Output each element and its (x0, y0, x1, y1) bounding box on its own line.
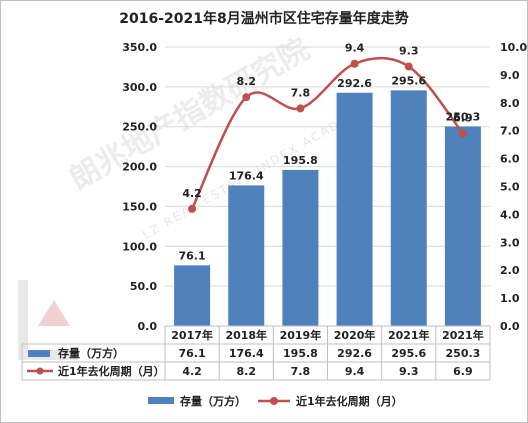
x-axis-tick-label: 2021年 (442, 328, 484, 342)
bar (174, 265, 211, 326)
bar-data-label: 195.8 (283, 154, 318, 167)
line-point (188, 204, 197, 213)
bar (282, 169, 319, 326)
right-axis-tick-label: 9.0 (500, 69, 520, 82)
right-axis-tick-label: 1.0 (500, 292, 520, 305)
table-key-marker-icon (36, 367, 44, 375)
bar (444, 126, 481, 326)
bar-data-label: 292.6 (337, 77, 372, 90)
bar-data-label: 250.3 (446, 110, 481, 123)
table-cell: 295.6 (391, 347, 426, 360)
line-data-label: 9.3 (399, 45, 419, 58)
left-axis-tick-label: 0.0 (138, 320, 158, 333)
left-axis-tick-label: 250.0 (122, 121, 157, 134)
line-data-label: 9.4 (345, 42, 365, 55)
legend-marker-icon (270, 397, 278, 405)
right-axis-tick-label: 10.0 (500, 41, 527, 54)
left-axis-tick-label: 150.0 (122, 200, 157, 213)
table-cell: 8.2 (237, 365, 257, 378)
left-axis-tick-label: 100.0 (122, 240, 157, 253)
right-axis-tick-label: 3.0 (500, 236, 520, 249)
legend-label: 存量（万方） (180, 394, 246, 408)
line-point (242, 93, 251, 102)
table-cell: 292.6 (337, 347, 372, 360)
bar (390, 90, 427, 327)
legend-label: 近1年去化周期（月） (296, 394, 403, 408)
x-axis-tick-label: 2018年 (225, 328, 267, 342)
x-axis-tick-label: 2017年 (171, 328, 213, 342)
right-axis-tick-label: 7.0 (500, 125, 520, 138)
line-point (458, 129, 467, 138)
line-data-label: 7.8 (291, 86, 311, 99)
left-axis-tick-label: 50.0 (130, 280, 157, 293)
line-point (404, 62, 413, 71)
series-line (190, 56, 464, 210)
table-cell: 9.3 (399, 365, 419, 378)
right-axis-tick-label: 2.0 (500, 264, 520, 277)
table-cell: 250.3 (446, 347, 481, 360)
left-axis-tick-label: 200.0 (122, 161, 157, 174)
right-axis-tick-label: 6.0 (500, 153, 520, 166)
bar (228, 185, 265, 326)
x-axis-tick-label: 2019年 (280, 328, 322, 342)
bar-data-label: 295.6 (391, 74, 426, 87)
table-key-bar-icon (28, 350, 50, 357)
table-cell: 6.9 (453, 365, 473, 378)
right-axis-tick-label: 4.0 (500, 208, 520, 221)
watermark-logo-accent-icon (38, 300, 70, 326)
bar (336, 92, 373, 326)
table-cell: 195.8 (283, 347, 318, 360)
line-point (296, 104, 305, 113)
table-cell: 76.1 (179, 347, 206, 360)
chart-title: 2016-2021年8月温州市区住宅存量年度走势 (119, 11, 409, 27)
line-data-label: 8.2 (237, 75, 257, 88)
table-cell: 9.4 (345, 365, 365, 378)
x-axis-tick-label: 2021年 (388, 328, 430, 342)
table-row-label: 存量（万方） (58, 346, 124, 360)
line-point (350, 59, 359, 68)
table-cell: 7.8 (291, 365, 311, 378)
legend-bar-icon (148, 397, 174, 404)
line-data-label: 6.9 (453, 111, 473, 124)
left-axis-tick-label: 350.0 (122, 41, 157, 54)
table-cell: 176.4 (229, 347, 264, 360)
x-axis-tick-label: 2020年 (334, 328, 376, 342)
right-axis-tick-label: 8.0 (500, 97, 520, 110)
table-cell: 4.2 (182, 365, 202, 378)
bar-data-label: 176.4 (229, 169, 264, 182)
right-axis-tick-label: 0.0 (500, 320, 520, 333)
table-row-label: 近1年去化周期（月） (58, 364, 165, 378)
left-axis-tick-label: 300.0 (122, 81, 157, 94)
bar-data-label: 76.1 (179, 249, 206, 262)
right-axis-tick-label: 5.0 (500, 181, 520, 194)
line-data-label: 4.2 (182, 187, 202, 200)
